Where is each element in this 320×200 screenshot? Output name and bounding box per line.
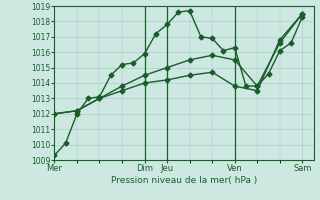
X-axis label: Pression niveau de la mer( hPa ): Pression niveau de la mer( hPa ) — [111, 176, 257, 185]
